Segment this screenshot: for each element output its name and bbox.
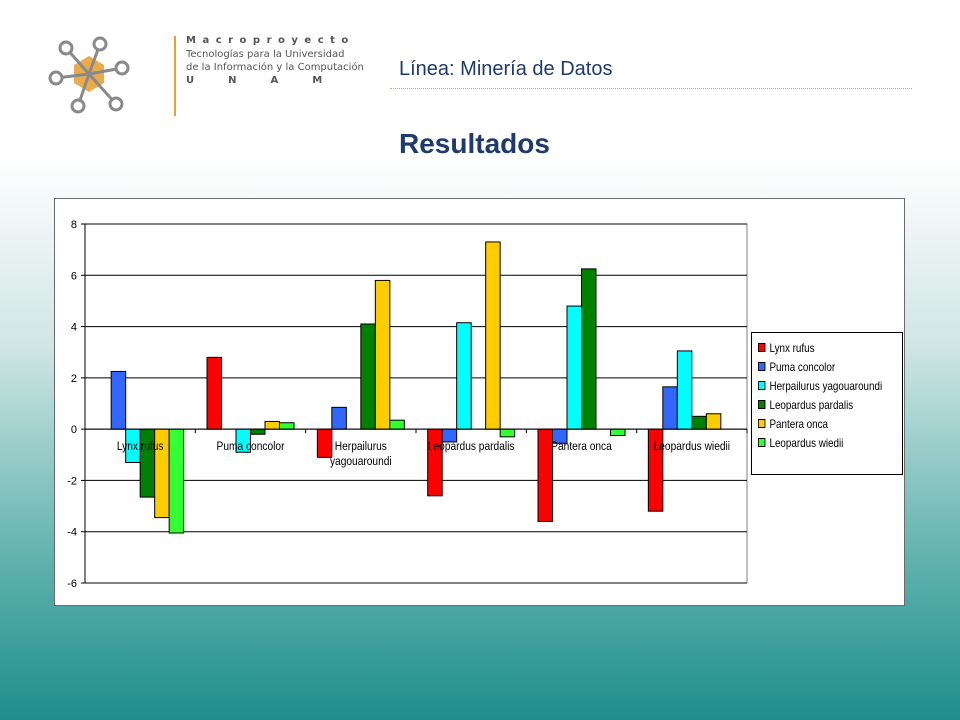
- y-tick-label: 2: [71, 373, 77, 385]
- x-tick-label: Herpailurus yagouaroundi: [330, 440, 392, 468]
- bar: [427, 428, 443, 497]
- legend-label: Puma concolor: [769, 359, 836, 374]
- x-tick-label: Leopardus pardalis: [428, 440, 515, 453]
- legend-label: Leopardus pardalis: [769, 397, 854, 412]
- bar: [676, 350, 693, 430]
- legend-swatch: [758, 400, 766, 409]
- logo-line-unam: UNAM: [186, 75, 357, 86]
- legend-item: Leopardus wiedii: [758, 433, 876, 452]
- logo-text: Macroproyecto Tecnologías para la Univer…: [186, 34, 376, 88]
- bar: [206, 356, 222, 430]
- legend-item: Puma concolor: [758, 357, 876, 376]
- bar: [537, 428, 553, 522]
- network-hexagon-icon: [48, 36, 130, 114]
- legend-item: Lynx rufus: [758, 338, 876, 357]
- legend-item: Herpailurus yagouaroundi: [758, 376, 882, 395]
- page-title: Resultados: [399, 128, 550, 159]
- bar-chart: -6 -4 -2 0 2 4 6 8 Lynx rufus Puma concolor Herpai…: [67, 219, 748, 590]
- bar: [250, 428, 266, 435]
- bar: [499, 428, 516, 438]
- bar: [110, 370, 127, 430]
- y-tick-label: -2: [67, 475, 77, 487]
- bar: [581, 268, 597, 430]
- header-rule: [390, 88, 912, 89]
- bar: [691, 415, 707, 430]
- legend-swatch: [758, 419, 766, 428]
- legend-label: Lynx rufus: [769, 340, 815, 355]
- y-tick-label: -4: [67, 527, 77, 539]
- y-tick-label: 0: [71, 424, 77, 436]
- chart-legend: Lynx rufus Puma concolor Herpailurus yagou…: [751, 332, 903, 475]
- bar: [485, 241, 501, 430]
- legend-item: Leopardus pardalis: [758, 395, 876, 414]
- y-tick-label: 4: [71, 322, 77, 334]
- legend-item: Pantera onca: [758, 414, 876, 433]
- x-tick-label: Leopardus wiedii: [654, 440, 730, 453]
- y-tick-label: 8: [71, 219, 77, 231]
- bar: [331, 406, 347, 430]
- logo-line-informacion: de la Información y la Computación: [186, 62, 364, 73]
- bar: [264, 420, 280, 430]
- legend-label: Pantera onca: [769, 416, 829, 431]
- logo-divider: [174, 36, 176, 116]
- y-tick-label: 6: [71, 270, 77, 282]
- legend-swatch: [758, 343, 766, 352]
- bar: [279, 422, 295, 430]
- bar: [374, 279, 391, 430]
- legend-swatch: [758, 362, 766, 371]
- bar: [566, 305, 582, 430]
- bar: [456, 322, 472, 430]
- logo-line-macroproyecto: Macroproyecto: [186, 35, 355, 46]
- bar: [360, 323, 376, 430]
- y-tick-label: -6: [67, 578, 77, 590]
- bar: [610, 428, 626, 437]
- linea-heading: Línea: Minería de Datos: [399, 58, 613, 80]
- legend-label: Leopardus wiedii: [769, 435, 844, 450]
- macroproyecto-logo: Macroproyecto Tecnologías para la Univer…: [44, 34, 364, 118]
- legend-swatch: [758, 381, 766, 390]
- x-tick-label: Lynx rufus: [117, 440, 164, 453]
- bar: [662, 386, 678, 430]
- bar: [705, 413, 722, 430]
- plot-area: [84, 223, 748, 584]
- x-tick-label: Pantera onca: [551, 440, 612, 453]
- bar: [389, 419, 405, 430]
- bar: [316, 428, 333, 458]
- logo-line-tecnologias: Tecnologías para la Universidad: [186, 49, 345, 60]
- bar: [168, 428, 185, 534]
- legend-label: Herpailurus yagouaroundi: [769, 378, 883, 393]
- bar: [139, 428, 156, 498]
- x-tick-label: Puma concolor: [217, 440, 285, 453]
- legend-swatch: [758, 438, 766, 447]
